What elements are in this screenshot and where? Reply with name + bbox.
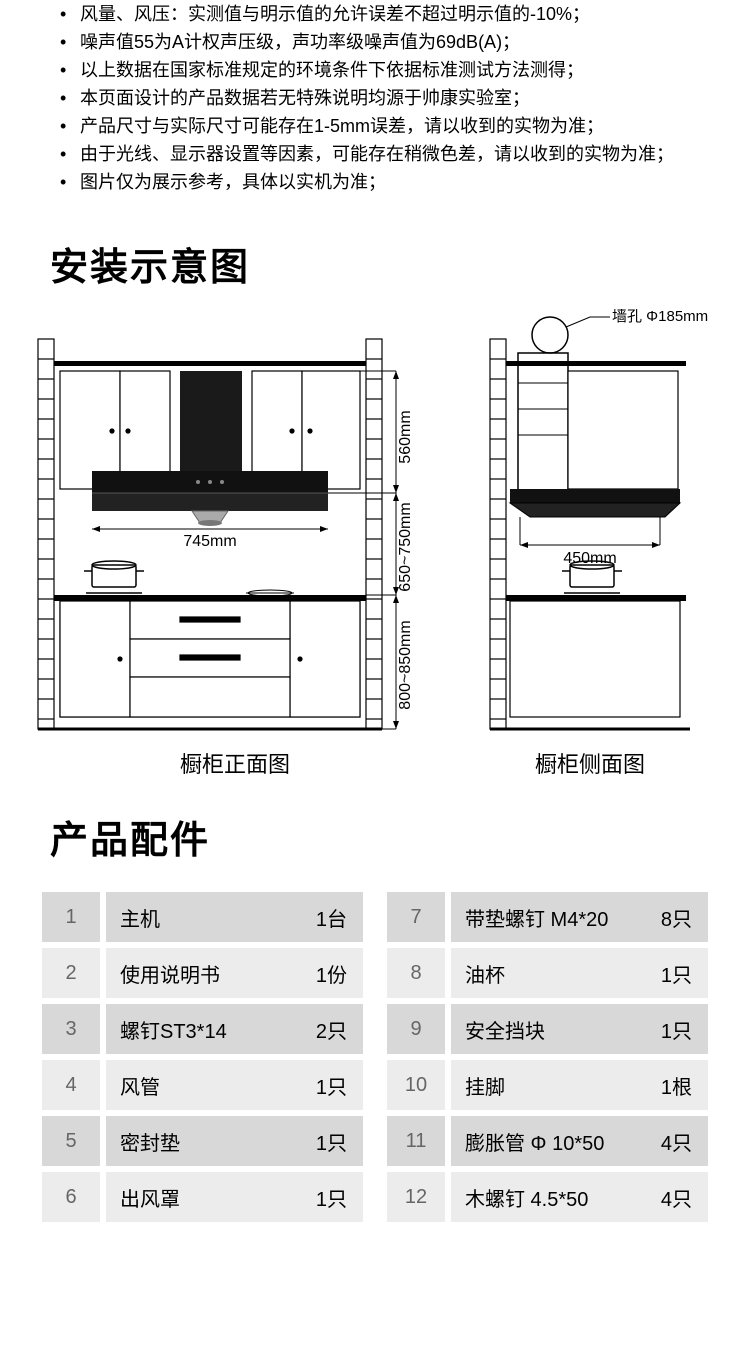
dim-counter-height: 800~850mm [397,620,414,709]
acc-qty: 1份 [316,959,347,988]
acc-num: 7 [387,892,445,942]
accessories-table: 1主机1台 2使用说明书1份 3螺钉ST3*142只 4风管1只 5密封垫1只 … [0,882,750,1268]
acc-qty: 1只 [316,1071,347,1100]
note-item: 风量、风压：实测值与明示值的允许误差不超过明示值的-10%； [80,0,700,28]
acc-num: 5 [42,1116,100,1166]
acc-qty: 2只 [316,1015,347,1044]
acc-num: 12 [387,1172,445,1222]
note-item: 图片仅为展示参考，具体以实机为准； [80,168,700,196]
side-caption: 橱柜侧面图 [450,747,730,779]
acc-row: 10 挂脚 1根 [387,1060,708,1110]
acc-row: 11 膨胀管 Φ 10*50 4只 [387,1116,708,1166]
note-item: 以上数据在国家标准规定的环境条件下依据标准测试方法测得； [80,56,700,84]
acc-num: 6 [42,1172,100,1222]
acc-num: 11 [387,1116,445,1166]
acc-name: 带垫螺钉 M4*20 [465,903,608,932]
acc-num: 3 [42,1004,100,1054]
acc-row: 2 使用说明书 1份 [42,948,363,998]
accessories-left-col: 1主机1台 2使用说明书1份 3螺钉ST3*142只 4风管1只 5密封垫1只 … [42,892,363,1228]
acc-qty: 4只 [661,1127,692,1156]
dim-hood-to-stove: 650~750mm [397,502,414,591]
front-diagram: 745mm [20,309,450,779]
acc-qty: 1只 [661,959,692,988]
acc-name: 风管 [120,1071,160,1100]
acc-row: 12 木螺钉 4.5*50 4只 [387,1172,708,1222]
acc-name: 使用说明书 [120,959,220,988]
acc-name: 木螺钉 4.5*50 [465,1183,588,1212]
acc-qty: 1台 [316,903,347,932]
acc-name: 膨胀管 Φ 10*50 [465,1127,604,1156]
acc-row: 4 风管 1只 [42,1060,363,1110]
acc-num: 10 [387,1060,445,1110]
acc-qty: 1只 [316,1127,347,1156]
note-item: 产品尺寸与实际尺寸可能存在1-5mm误差，请以收到的实物为准； [80,112,700,140]
note-item: 本页面设计的产品数据若无特殊说明均源于帅康实验室； [80,84,700,112]
acc-row: 7 带垫螺钉 M4*20 8只 [387,892,708,942]
acc-name: 挂脚 [465,1071,505,1100]
installation-diagrams: 745mm [0,309,750,789]
note-item: 由于光线、显示器设置等因素，可能存在稍微色差，请以收到的实物为准； [80,140,700,168]
acc-qty: 1只 [316,1183,347,1212]
acc-num: 9 [387,1004,445,1054]
acc-row: 8 油杯 1只 [387,948,708,998]
acc-qty: 8只 [661,903,692,932]
acc-name: 密封垫 [120,1127,180,1156]
acc-num: 8 [387,948,445,998]
dim-hood-width: 745mm [183,533,236,550]
acc-num: 1 [42,892,100,942]
acc-name: 油杯 [465,959,505,988]
front-caption: 橱柜正面图 [20,747,450,779]
acc-qty: 4只 [661,1183,692,1212]
wall-hole-label: 墙孔 Φ185mm [612,309,708,325]
side-diagram: 墙孔 Φ185mm [450,309,730,779]
acc-row: 9 安全挡块 1只 [387,1004,708,1054]
acc-row: 5 密封垫 1只 [42,1116,363,1166]
acc-name: 主机 [120,903,160,932]
accessories-title: 产品配件 [0,789,750,882]
acc-name: 安全挡块 [465,1015,545,1044]
acc-row: 3 螺钉ST3*14 2只 [42,1004,363,1054]
acc-qty: 1只 [661,1015,692,1044]
acc-qty: 1根 [661,1071,692,1100]
acc-row: 6 出风罩 1只 [42,1172,363,1222]
acc-name: 螺钉ST3*14 [120,1015,227,1044]
acc-num: 4 [42,1060,100,1110]
acc-num: 2 [42,948,100,998]
acc-name: 出风罩 [120,1183,180,1212]
acc-row: 1 主机 1台 [42,892,363,942]
note-item: 噪声值55为A计权声压级，声功率级噪声值为69dB(A)； [80,28,700,56]
dim-hood-height: 560mm [397,410,414,463]
accessories-right-col: 7 带垫螺钉 M4*20 8只 8 油杯 1只 9 安全挡块 1只 10 挂脚 1根 11 膨胀管… [387,892,708,1228]
installation-title: 安装示意图 [0,216,750,309]
notes-list: 风量、风压：实测值与明示值的允许误差不超过明示值的-10%； 噪声值55为A计权… [0,0,750,216]
